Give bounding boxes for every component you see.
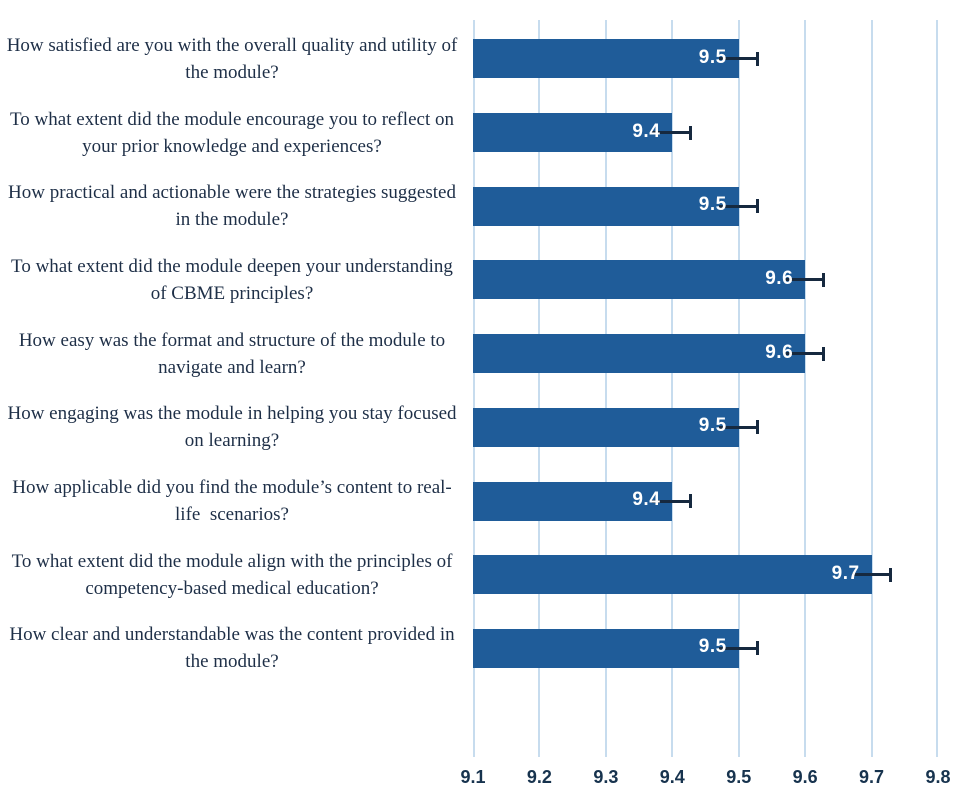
gridline (604, 20, 607, 757)
bar-value-label: 9.5 (698, 636, 727, 658)
error-bar (718, 646, 759, 650)
x-tick-label: 9.4 (659, 767, 685, 787)
bar (473, 407, 739, 447)
gridline (671, 20, 674, 757)
x-tick-label: 9.1 (460, 767, 486, 787)
error-bar-cap (888, 567, 892, 582)
error-bar (718, 204, 759, 208)
bar-value-label: 9.4 (632, 120, 661, 142)
category-label: How applicable did you find the module’s… (12, 477, 452, 526)
x-tick-label: 9.5 (726, 767, 752, 787)
error-bar-cap (755, 51, 759, 66)
gridline (804, 20, 807, 757)
error-bar (652, 499, 693, 503)
error-bar (652, 131, 693, 135)
bar-value-label: 9.5 (698, 415, 727, 437)
error-bar-cap (755, 199, 759, 214)
category-label: To what extent did the module deepen you… (11, 255, 453, 304)
x-tick-label: 9.3 (593, 767, 619, 787)
bar-value-label: 9.7 (831, 562, 860, 584)
bar-value-label: 9.6 (765, 267, 794, 289)
error-bar-cap (755, 641, 759, 656)
gridline (538, 20, 541, 757)
x-tick-label: 9.2 (526, 767, 552, 787)
bar (473, 555, 872, 595)
error-bar-cap (689, 494, 693, 509)
bar-value-label: 9.6 (765, 341, 794, 363)
bar-value-label: 9.5 (698, 194, 727, 216)
error-bar (718, 425, 759, 429)
x-tick-label: 9.8 (925, 767, 951, 787)
bar (473, 628, 739, 668)
category-label: How engaging was the module in helping y… (7, 403, 457, 452)
bar (473, 481, 673, 521)
gridline (936, 20, 938, 757)
category-label: How practical and actionable were the st… (8, 182, 456, 231)
error-bar-cap (822, 272, 826, 287)
plot-area: 9.5 9.4 9.5 9.6 9.6 9.5 9.4 9.7 9.5 (473, 20, 938, 757)
error-bar (785, 278, 826, 282)
x-tick-label: 9.7 (859, 767, 885, 787)
error-bar-cap (689, 125, 693, 140)
error-bar (718, 57, 759, 61)
bar-value-label: 9.5 (698, 46, 727, 68)
category-label: To what extent did the module encourage … (10, 108, 454, 157)
bar-value-label: 9.4 (632, 489, 661, 511)
error-bar-cap (822, 346, 826, 361)
error-bar (851, 573, 892, 577)
bar (473, 39, 739, 79)
bar (473, 113, 673, 153)
gridline (737, 20, 740, 757)
category-label: How satisfied are you with the overall q… (6, 34, 458, 83)
bar (473, 334, 806, 374)
category-label: How easy was the format and structure of… (18, 329, 446, 378)
category-label: How clear and understandable was the con… (9, 624, 455, 673)
bar (473, 260, 806, 300)
error-bar (785, 352, 826, 356)
gridline (870, 20, 873, 757)
category-label: To what extent did the module align with… (11, 550, 453, 599)
gridline (473, 20, 475, 757)
x-tick-label: 9.6 (792, 767, 818, 787)
bar (473, 186, 739, 226)
error-bar-cap (755, 420, 759, 435)
